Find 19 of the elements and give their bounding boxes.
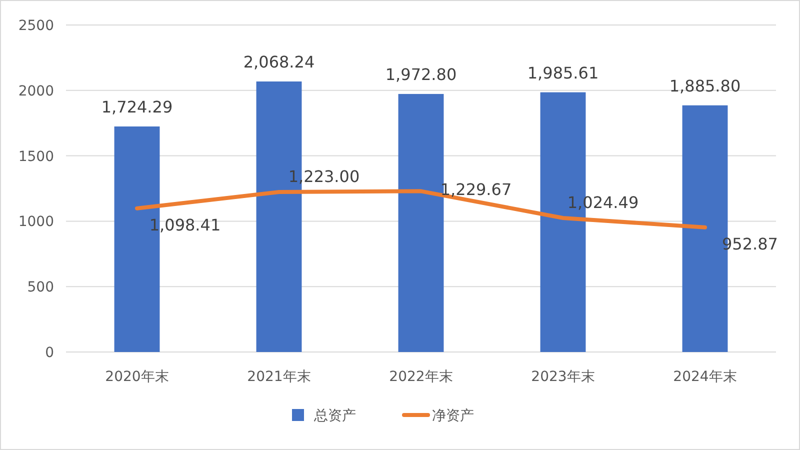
x-tick-label: 2022年末 [389,369,453,385]
y-tick-label: 2000 [18,83,54,100]
legend-label: 总资产 [313,408,356,424]
x-tick-label: 2021年末 [247,369,311,385]
data-label: 1,972.80 [385,64,457,84]
data-label: 1,985.61 [527,63,599,82]
data-label: 1,724.29 [101,97,173,116]
x-tick-label: 2020年末 [105,369,169,385]
data-label: 2,068.24 [243,52,315,72]
legend-label: 净资产 [432,408,474,424]
y-tick-label: 500 [27,280,54,296]
x-tick-label: 2023年末 [531,369,595,385]
y-tick-label: 1500 [18,148,54,165]
y-tick-label: 0 [45,345,54,361]
data-label: 1,885.80 [669,76,741,96]
y-tick-label: 1000 [18,214,54,230]
bar [398,94,444,352]
x-tick-label: 2024年末 [673,369,737,385]
y-tick-label: 2500 [18,18,54,34]
